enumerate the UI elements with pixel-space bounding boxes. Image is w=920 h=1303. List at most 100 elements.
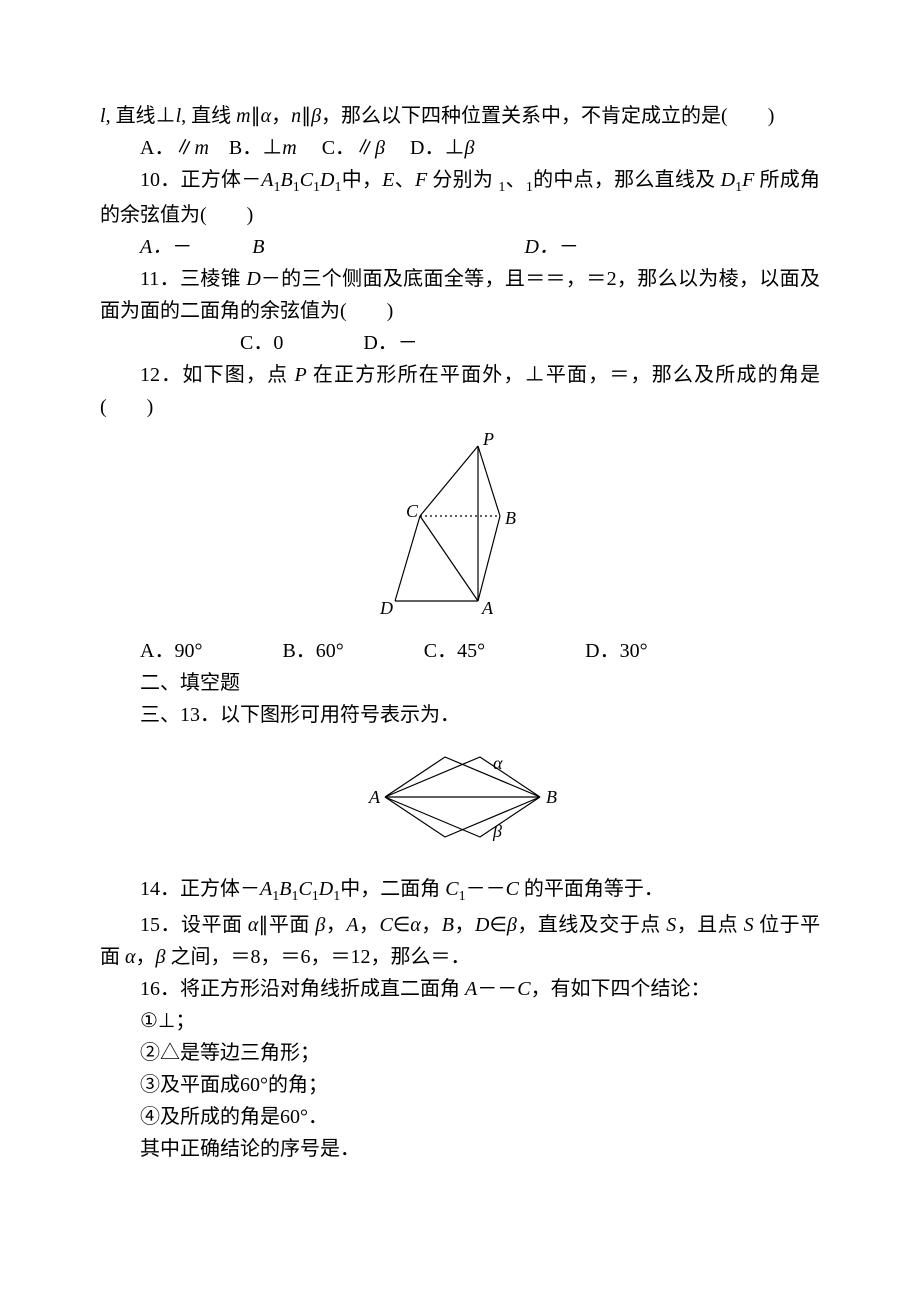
q14-stem: 14．正方体－A1B1C1D1中，二面角 C1－－C 的平面角等于． bbox=[100, 873, 820, 908]
q9-beta: β bbox=[311, 105, 321, 127]
q10-choices: A．－ B D．－ bbox=[100, 231, 820, 263]
q15-t3: ， bbox=[325, 914, 346, 936]
q14-t4: 的平面角等于． bbox=[519, 878, 664, 900]
q10-stem: 10．正方体－A1B1C1D1中，E、F 分别为 1、1的中点，那么直线及 D1… bbox=[100, 164, 820, 231]
q15-D: D bbox=[475, 914, 489, 936]
q11-t1: 11．三棱锥 bbox=[140, 268, 246, 290]
q15-C: C bbox=[380, 914, 393, 936]
q15-b2: β bbox=[507, 914, 517, 936]
q15-t7: ， bbox=[454, 914, 475, 936]
q15-t12: ， bbox=[136, 946, 156, 968]
q13-label-B: B bbox=[546, 787, 557, 807]
q10-b1: B bbox=[280, 169, 292, 191]
q15-S2: S bbox=[744, 914, 754, 936]
q16-i1: ①⊥； bbox=[100, 1005, 820, 1037]
q12-gap3 bbox=[485, 640, 585, 662]
q10-t5: 、 bbox=[505, 169, 526, 191]
q12-label-B: B bbox=[505, 508, 516, 528]
q12-figure: P B C A D bbox=[100, 431, 820, 631]
q12-A: A．90° bbox=[140, 640, 202, 662]
q14-b: B bbox=[279, 878, 291, 900]
q15-A: A bbox=[346, 914, 358, 936]
q12-lines bbox=[395, 446, 500, 601]
q15-t4: ， bbox=[359, 914, 380, 936]
q12-C: C．45° bbox=[424, 640, 485, 662]
q10-s2: 1 bbox=[293, 180, 300, 195]
q10-At: － bbox=[172, 236, 252, 258]
q12-label-D: D bbox=[379, 598, 393, 618]
q9-text4: ， bbox=[271, 105, 291, 127]
q15-S: S bbox=[666, 914, 676, 936]
q15-stem: 15．设平面 α∥平面 β，A，C∈α，B，D∈β，直线及交于点 S，且点 S … bbox=[100, 909, 820, 973]
q13-figure: A B α β bbox=[100, 739, 820, 869]
q9-choices: A．∥m B．⊥m C．∥β D．⊥β bbox=[100, 132, 820, 164]
q10-B: B bbox=[252, 236, 264, 258]
q12-B: B．60° bbox=[282, 640, 343, 662]
q13-svg: A B α β bbox=[345, 739, 575, 859]
q9-stem: l, 直线⊥l, 直线 m∥α，n∥β，那么以下四种位置关系中，不肯定成立的是(… bbox=[100, 100, 820, 132]
q9-alpha: α bbox=[261, 105, 272, 127]
q9-text: , 直线⊥ bbox=[106, 105, 176, 127]
q12-gap1 bbox=[202, 640, 282, 662]
q12-D: D．30° bbox=[585, 640, 647, 662]
q10-a1: A bbox=[261, 169, 273, 191]
q9-sep2: C．∥ bbox=[297, 137, 375, 159]
q15-B: B bbox=[442, 914, 454, 936]
q15-t1: 15．设平面 bbox=[140, 914, 248, 936]
q11-D: D bbox=[246, 268, 260, 290]
q13-lines bbox=[385, 757, 540, 837]
q10-Dt: － bbox=[559, 236, 579, 258]
q14-t3: －－ bbox=[466, 878, 506, 900]
q10-A: A． bbox=[140, 236, 172, 258]
q15-a3: α bbox=[125, 946, 136, 968]
q10-t4: 分别为 bbox=[427, 169, 498, 191]
q15-t10: ，且点 bbox=[676, 914, 743, 936]
q14-t2: 中，二面角 bbox=[340, 878, 445, 900]
q16-i4: ④及所成的角是60°． bbox=[100, 1101, 820, 1133]
q15-b3: β bbox=[156, 946, 166, 968]
q14-d: D bbox=[319, 878, 333, 900]
q15-t8: ∈ bbox=[489, 914, 506, 936]
q9-text6: ，那么以下四种位置关系中，不肯定成立的是( ) bbox=[321, 105, 774, 127]
q10-gap bbox=[264, 236, 524, 258]
q9-A-m: m bbox=[194, 137, 208, 159]
q10-c1: C bbox=[300, 169, 313, 191]
q16-t2: －－ bbox=[477, 978, 517, 1000]
q13-label-A: A bbox=[368, 787, 381, 807]
q12-label-P: P bbox=[482, 431, 494, 449]
q9-D-b: β bbox=[464, 137, 474, 159]
q16-i2: ②△是等边三角形； bbox=[100, 1037, 820, 1069]
q9-m: m bbox=[236, 105, 250, 127]
q16-stem: 16．将正方形沿对角线折成直二面角 A－－C，有如下四个结论： bbox=[100, 973, 820, 1005]
q12-svg: P B C A D bbox=[360, 431, 560, 621]
q10-d1: D bbox=[320, 169, 334, 191]
q14-t1: 14．正方体－ bbox=[140, 878, 260, 900]
q9-A: A．∥ bbox=[140, 137, 194, 159]
q16-t1: 16．将正方形沿对角线折成直二面角 bbox=[140, 978, 465, 1000]
q13-label-alpha: α bbox=[493, 753, 503, 773]
q16-i3: ③及平面成60°的角； bbox=[100, 1069, 820, 1101]
q13-stem: 三、13．以下图形可用符号表示为． bbox=[100, 699, 820, 731]
q16-A: A bbox=[465, 978, 477, 1000]
q14-a: A bbox=[260, 878, 272, 900]
q12-label-C: C bbox=[406, 501, 419, 521]
q12-choices: A．90° B．60° C．45° D．30° bbox=[100, 635, 820, 667]
q9-text5: ∥ bbox=[301, 105, 311, 127]
q10-s6: 1 bbox=[526, 180, 533, 195]
q9-sep3: D．⊥ bbox=[385, 137, 464, 159]
q10-t3: 、 bbox=[394, 169, 415, 191]
q14-c2: C bbox=[506, 878, 519, 900]
q10-t6: 的中点，那么直线及 bbox=[533, 169, 721, 191]
q14-c1: C bbox=[445, 878, 458, 900]
q10-D1: D bbox=[721, 169, 735, 191]
q9-text3: ∥ bbox=[251, 105, 261, 127]
q10-t2: 中， bbox=[341, 169, 382, 191]
q12-label-A: A bbox=[481, 598, 494, 618]
q15-t5: ∈ bbox=[393, 914, 410, 936]
q15-t6: ， bbox=[421, 914, 442, 936]
q14-c: C bbox=[298, 878, 311, 900]
q11-c: C．0 D．－ bbox=[140, 332, 418, 354]
q10-E: E bbox=[382, 169, 394, 191]
q9-n: n bbox=[291, 105, 301, 127]
q14-s3: 1 bbox=[312, 889, 319, 904]
